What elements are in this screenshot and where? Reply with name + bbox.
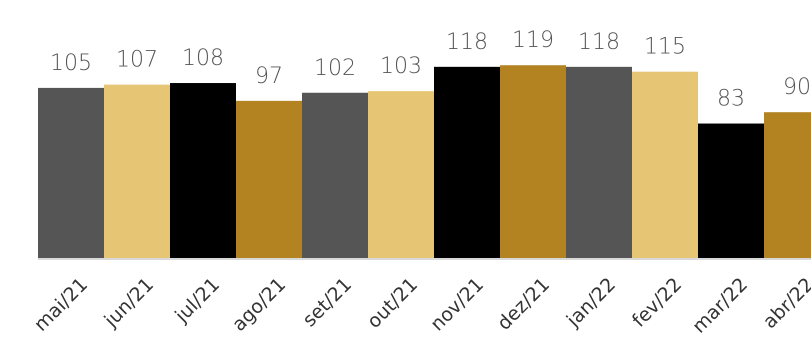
x-tick-label-jan-22: jan/22 bbox=[562, 274, 620, 332]
bar-jul-21 bbox=[170, 83, 236, 258]
data-label-out-21: 103 bbox=[380, 54, 422, 79]
x-tick-label-jul-21: jul/21 bbox=[170, 274, 224, 328]
bar-dez-21 bbox=[500, 65, 566, 258]
data-label-mai-21: 105 bbox=[50, 51, 92, 76]
bar-jan-22 bbox=[566, 67, 632, 258]
data-label-fev-22: 115 bbox=[644, 35, 686, 60]
bar-set-21 bbox=[302, 93, 368, 258]
data-label-abr-22: 90 bbox=[783, 75, 811, 100]
bar-abr-22 bbox=[764, 112, 811, 258]
bar-nov-21 bbox=[434, 67, 500, 258]
bar-mar-22 bbox=[698, 124, 764, 258]
bar-fev-22 bbox=[632, 72, 698, 258]
data-label-nov-21: 118 bbox=[446, 30, 488, 55]
x-tick-label-mai-21: mai/21 bbox=[30, 274, 92, 336]
x-tick-label-jun-21: jun/21 bbox=[99, 274, 158, 333]
x-tick-label-ago-21: ago/21 bbox=[228, 274, 290, 336]
x-tick-label-set-21: set/21 bbox=[298, 274, 356, 332]
bar-out-21 bbox=[368, 91, 434, 258]
data-label-jun-21: 107 bbox=[116, 48, 158, 73]
x-tick-label-mar-22: mar/22 bbox=[688, 274, 752, 338]
x-tick-label-out-21: out/21 bbox=[363, 274, 422, 333]
bar-mai-21 bbox=[38, 88, 104, 258]
data-label-dez-21: 119 bbox=[512, 28, 554, 53]
bars-group bbox=[38, 65, 811, 258]
data-label-jul-21: 108 bbox=[182, 46, 224, 71]
x-tick-label-nov-21: nov/21 bbox=[426, 274, 488, 336]
x-tick-label-dez-21: dez/21 bbox=[493, 274, 554, 335]
x-tick-labels-group: mai/21 jun/21 jul/21 ago/21 set/21 out/21 nov/… bbox=[30, 274, 811, 338]
data-label-jan-22: 118 bbox=[578, 30, 620, 55]
bar-ago-21 bbox=[236, 101, 302, 258]
data-label-set-21: 102 bbox=[314, 56, 356, 81]
data-label-mar-22: 83 bbox=[717, 87, 745, 112]
x-tick-label-abr-22: abr/22 bbox=[759, 274, 811, 333]
x-tick-label-fev-22: fev/22 bbox=[628, 274, 686, 332]
data-label-ago-21: 97 bbox=[255, 64, 283, 89]
bar-jun-21 bbox=[104, 85, 170, 258]
